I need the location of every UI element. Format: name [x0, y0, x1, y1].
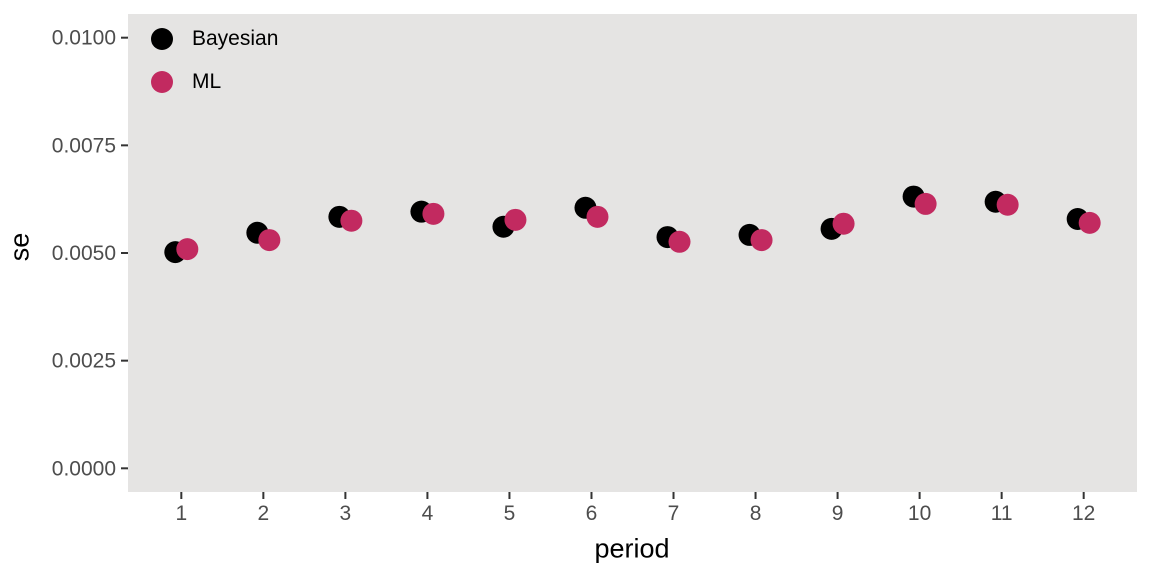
- y-axis-tick-label: 0.0075: [52, 134, 116, 157]
- legend-swatch-bayesian: [151, 28, 173, 50]
- y-axis-tick-label: 0.0025: [52, 350, 116, 373]
- legend-item-ml: ML: [151, 71, 278, 93]
- legend-item-bayesian: Bayesian: [151, 28, 278, 50]
- x-axis-tick-label: 3: [340, 502, 352, 525]
- y-axis-title: se: [4, 232, 35, 262]
- legend-swatch-ml: [151, 71, 173, 93]
- x-axis-tick-label: 5: [504, 502, 516, 525]
- x-axis-tick-label: 6: [586, 502, 598, 525]
- legend-label-ml: ML: [192, 70, 222, 93]
- x-axis-tick-label: 10: [908, 502, 931, 525]
- legend: Bayesian ML: [151, 28, 278, 93]
- y-axis-tick-label: 0.0100: [52, 27, 116, 50]
- plot-panel: [128, 14, 1137, 492]
- legend-label-bayesian: Bayesian: [192, 27, 279, 50]
- y-axis-tick-label: 0.0050: [52, 242, 116, 265]
- x-axis-tick-label: 12: [1072, 502, 1095, 525]
- x-axis-tick-label: 9: [832, 502, 844, 525]
- x-axis-tick-label: 1: [175, 502, 187, 525]
- x-axis-tick-label: 4: [422, 502, 434, 525]
- x-axis-tick-label: 8: [750, 502, 762, 525]
- y-axis-tick-label: 0.0000: [52, 457, 116, 480]
- x-axis-tick-label: 7: [668, 502, 680, 525]
- x-axis-tick-label: 2: [258, 502, 270, 525]
- x-axis-title: period: [594, 533, 670, 564]
- x-axis-tick-label: 11: [991, 502, 1013, 525]
